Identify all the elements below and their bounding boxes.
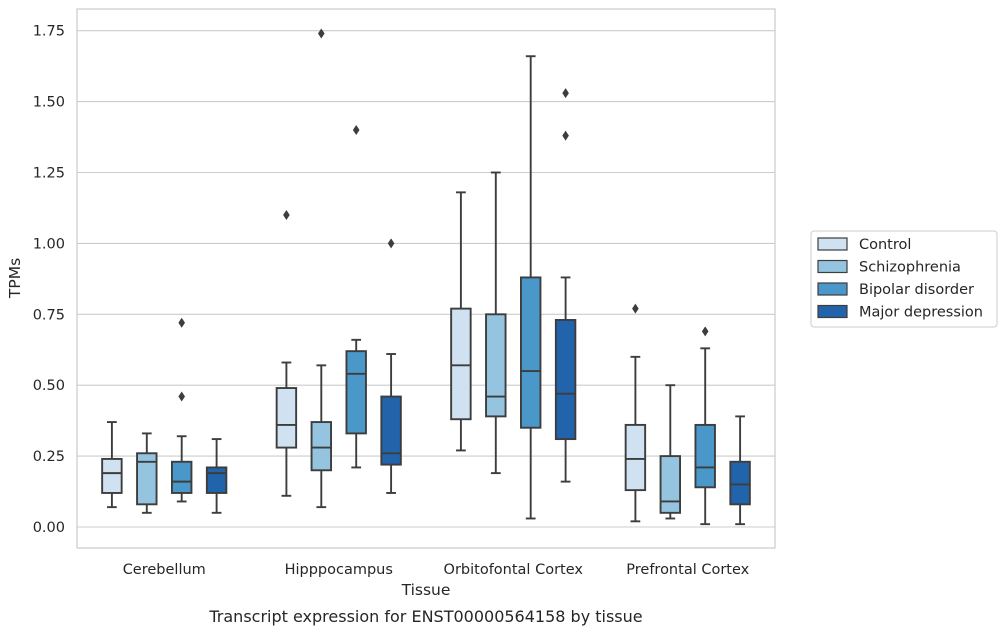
legend-label: Bipolar disorder [859,282,974,298]
legend-label: Major depression [859,305,983,321]
y-tick-label: 1.50 [33,95,65,111]
x-axis-label: Tissue [401,581,451,599]
box-iqr [345,350,367,435]
box-orbitofontal-cortex [554,88,577,483]
box-iqr [205,466,228,494]
outlier-marker [632,303,639,314]
series-schizophrenia [136,28,681,520]
box-orbitofontal-cortex [450,191,472,452]
outlier-marker [387,238,395,249]
x-tick-label: Cerebellum [123,562,206,578]
box-orbitofontal-cortex [485,171,507,475]
outlier-marker [178,391,185,402]
series-bipolar-disorder [170,55,716,526]
gridlines [77,30,775,528]
box-prefrontal-cortex [729,415,751,526]
box-iqr [554,319,577,441]
box-iqr [275,387,298,449]
x-tick-label: Hipppocampus [285,562,393,578]
outlier-marker [562,130,569,141]
y-tick-label: 0.00 [33,520,65,536]
box-iqr [101,457,123,494]
box-groups [101,28,751,526]
y-tick-label: 0.75 [33,307,65,323]
plot-area-frame [76,8,776,549]
y-axis-ticks: 0.00 0.25 0.50 0.75 1.00 1.25 1.50 1.75 [33,24,65,536]
y-tick-label: 0.50 [33,378,65,394]
series-control [101,191,647,523]
y-tick-label: 1.25 [33,166,65,182]
box-cerebellum [205,438,228,514]
box-hipppocampus [380,238,402,494]
box-hipppocampus [345,124,367,469]
chart-caption: Transcript expression for ENST0000056415… [208,607,642,626]
legend-swatch [817,259,848,274]
box-hipppocampus [275,210,298,497]
x-tick-label: Orbitofontal Cortex [444,562,584,578]
box-iqr [380,395,402,466]
box-cerebellum [101,421,123,509]
box-iqr [624,423,647,492]
box-orbitofontal-cortex [520,55,542,520]
box-prefrontal-cortex [624,303,647,523]
legend-swatch [817,282,848,296]
box-cerebellum [136,432,158,514]
box-iqr [520,276,542,429]
y-tick-label: 0.25 [33,449,65,465]
box-prefrontal-cortex [659,384,681,520]
box-hipppocampus [310,28,332,509]
y-tick-label: 1.75 [33,24,65,40]
outlier-marker [562,88,569,99]
box-iqr [485,313,507,418]
outlier-marker [318,28,325,39]
box-iqr [136,452,158,506]
series-major-depression [205,88,751,526]
y-axis-label: TPMs [6,258,24,299]
box-prefrontal-cortex [694,326,716,526]
outlier-marker [178,317,185,328]
box-iqr [694,423,716,489]
outlier-marker [701,326,709,337]
box-iqr [729,460,751,506]
box-iqr [170,460,193,494]
legend-swatch [817,304,848,319]
outlier-marker [352,124,360,135]
x-tick-label: Prefrontal Cortex [626,562,749,578]
legend-frame [810,230,998,328]
box-iqr [450,307,472,421]
outlier-marker [283,210,290,221]
legend-label: Control [859,237,911,253]
legend: Control Schizophrenia Bipolar disorder Majo… [810,230,998,328]
y-tick-label: 1.00 [33,236,65,252]
legend-label: Schizophrenia [859,260,961,276]
legend-swatch [817,237,848,251]
box-cerebellum [170,317,193,503]
x-axis-ticks: Cerebellum Hipppocampus Orbitofontal Corte… [123,562,750,578]
box-iqr [659,455,681,514]
box-iqr [310,421,332,472]
